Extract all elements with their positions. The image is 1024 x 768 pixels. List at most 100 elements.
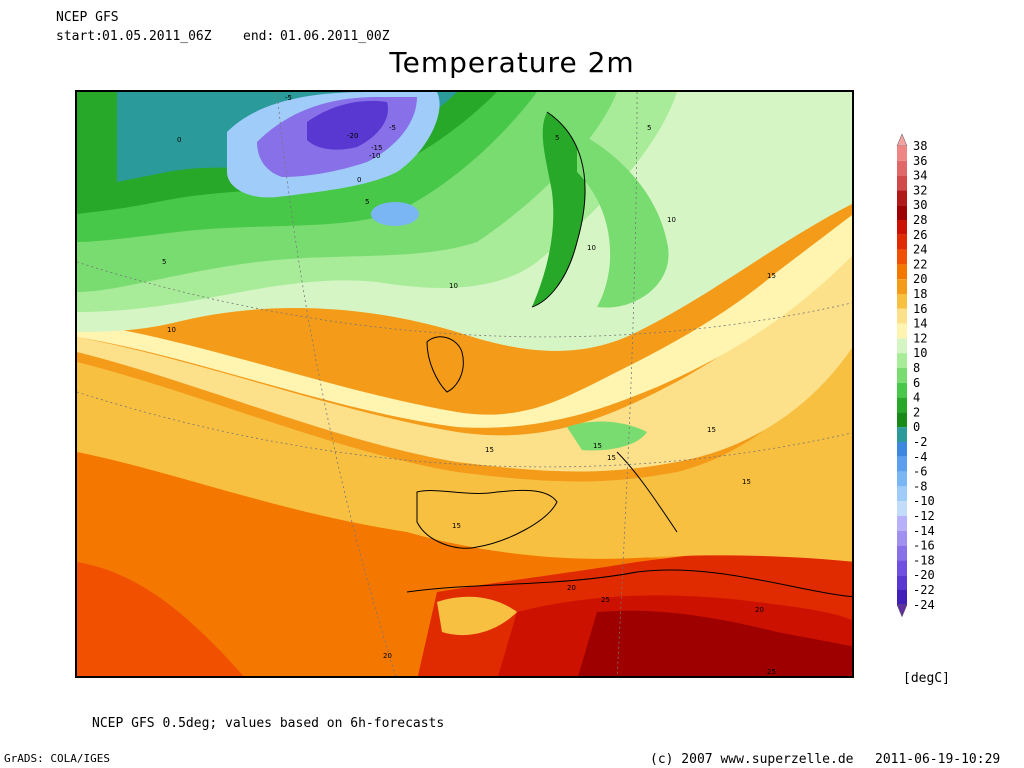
colorbar-swatch bbox=[897, 308, 907, 324]
colorbar-level-label: 16 bbox=[913, 302, 927, 316]
colorbar-swatch bbox=[897, 294, 907, 309]
colorbar-level-label: 38 bbox=[913, 139, 927, 153]
colorbar-swatch bbox=[897, 575, 907, 590]
temp-band-22-west bbox=[77, 562, 244, 676]
colorbar-level-label: 4 bbox=[913, 391, 920, 405]
colorbar-swatch bbox=[897, 545, 907, 561]
colorbar-level-label: 28 bbox=[913, 213, 927, 227]
colorbar-level-label: -4 bbox=[913, 450, 927, 464]
temp-band-28-africa bbox=[578, 610, 852, 676]
contour-label: 15 bbox=[767, 272, 776, 280]
temp-band-14 bbox=[77, 246, 852, 472]
colorbar-level-label: -2 bbox=[913, 435, 927, 449]
start-value: 01.05.2011_06Z bbox=[102, 29, 212, 44]
grads-credit: GrADS: COLA/IGES bbox=[4, 752, 110, 765]
timestamp: 2011-06-19-10:29 bbox=[875, 752, 1001, 767]
colorbar-swatch bbox=[897, 501, 907, 516]
colorbar-swatch bbox=[897, 530, 907, 546]
graticule-lon-1 bbox=[276, 92, 397, 676]
copyright: (c) 2007 www.superzelle.de bbox=[650, 752, 854, 767]
contour-label: 15 bbox=[607, 454, 616, 462]
colorbar-level-label: -6 bbox=[913, 465, 927, 479]
colorbar-swatch bbox=[897, 205, 907, 220]
graticule-lat-2 bbox=[77, 261, 852, 338]
colorbar-swatch bbox=[897, 560, 907, 576]
iberia-coast bbox=[416, 489, 558, 549]
colorbar-swatch bbox=[897, 353, 907, 368]
temperature-map: -5 0 -20 -5 -10 -15 0 5 5 5 5 10 10 10 1… bbox=[75, 90, 854, 678]
contour-label: -15 bbox=[371, 144, 382, 152]
colorbar-swatch bbox=[897, 234, 907, 250]
contour-label: 0 bbox=[357, 176, 361, 184]
colorbar-level-label: 32 bbox=[913, 183, 927, 197]
contour-label: 5 bbox=[365, 198, 369, 206]
colorbar-level-label: -18 bbox=[913, 553, 935, 567]
colorbar-swatch bbox=[897, 427, 907, 442]
colorbar-level-label: 10 bbox=[913, 346, 927, 360]
colorbar-level-label: 30 bbox=[913, 198, 927, 212]
north-africa-coast bbox=[406, 569, 852, 598]
colorbar-level-label: 20 bbox=[913, 272, 927, 286]
colorbar-level-label: 18 bbox=[913, 287, 927, 301]
colorbar-level-label: 8 bbox=[913, 361, 920, 375]
graticule-lat-1 bbox=[77, 391, 852, 468]
colorbar-top-arrow bbox=[896, 133, 908, 147]
contour-label: 10 bbox=[587, 244, 596, 252]
model-name: NCEP GFS bbox=[56, 10, 119, 25]
colorbar-level-label: 24 bbox=[913, 243, 927, 257]
contour-label: 20 bbox=[755, 606, 764, 614]
contour-label: 15 bbox=[742, 478, 751, 486]
end-value: 01.06.2011_00Z bbox=[280, 29, 390, 44]
contour-label: 15 bbox=[452, 522, 461, 530]
britain-coast bbox=[426, 336, 464, 393]
atlas-cool bbox=[437, 596, 517, 636]
contour-label: 15 bbox=[707, 426, 716, 434]
contour-labels: -5 0 -20 -5 -10 -15 0 5 5 5 5 10 10 10 1… bbox=[162, 94, 776, 676]
colorbar-level-label: -8 bbox=[913, 479, 927, 493]
colorbar-swatch bbox=[897, 323, 907, 339]
graticule bbox=[77, 92, 852, 676]
contour-label: 25 bbox=[767, 668, 776, 676]
coastlines bbox=[406, 111, 852, 598]
colorbar-swatch bbox=[897, 160, 907, 176]
map-title: Temperature 2m bbox=[389, 46, 635, 79]
colorbar-level-label: 14 bbox=[913, 317, 927, 331]
colorbar-level-label: -20 bbox=[913, 568, 935, 582]
norway-coast bbox=[531, 111, 586, 308]
contour-label: -20 bbox=[347, 132, 358, 140]
footer-note: NCEP GFS 0.5deg; values based on 6h-fore… bbox=[92, 716, 445, 731]
colorbar-swatch bbox=[897, 368, 907, 383]
contour-label: -5 bbox=[389, 124, 396, 132]
finland-cool bbox=[577, 132, 669, 308]
colorbar-swatch bbox=[897, 146, 907, 161]
colorbar-swatch bbox=[897, 279, 907, 294]
contour-label: 20 bbox=[383, 652, 392, 660]
alps-cool bbox=[567, 421, 647, 451]
contour-label: 10 bbox=[667, 216, 676, 224]
colorbar-level-label: -16 bbox=[913, 539, 935, 553]
greenland-coldest bbox=[307, 100, 388, 150]
colorbar-bottom-arrow bbox=[896, 604, 908, 618]
colorbar-level-label: 26 bbox=[913, 228, 927, 242]
colorbar-swatch bbox=[897, 338, 907, 354]
colorbar-unit: [degC] bbox=[903, 671, 950, 686]
colorbar-swatch bbox=[897, 175, 907, 191]
contour-label: -10 bbox=[369, 152, 380, 160]
colorbar-swatch bbox=[897, 249, 907, 265]
italy-coast bbox=[616, 451, 678, 533]
contour-label: 25 bbox=[601, 596, 610, 604]
contour-label: 0 bbox=[177, 136, 181, 144]
colorbar-level-label: -22 bbox=[913, 583, 935, 597]
contour-label: 10 bbox=[449, 282, 458, 290]
temp-band-12 bbox=[77, 215, 852, 428]
colorbar: 38 36 34 32 30 28 26 24 22 20 18 16 14 12 10 8 6 4 2 0 -2 -4-… bbox=[893, 132, 963, 636]
end-label: end: bbox=[243, 29, 275, 44]
iceland bbox=[371, 202, 419, 226]
colorbar-level-label: 34 bbox=[913, 169, 927, 183]
colorbar-level-label: 36 bbox=[913, 154, 927, 168]
contour-label: 5 bbox=[647, 124, 651, 132]
colorbar-level-label: 6 bbox=[913, 376, 920, 390]
contour-label: 5 bbox=[162, 258, 166, 266]
colorbar-swatch bbox=[897, 471, 907, 487]
contour-label: -5 bbox=[285, 94, 292, 102]
